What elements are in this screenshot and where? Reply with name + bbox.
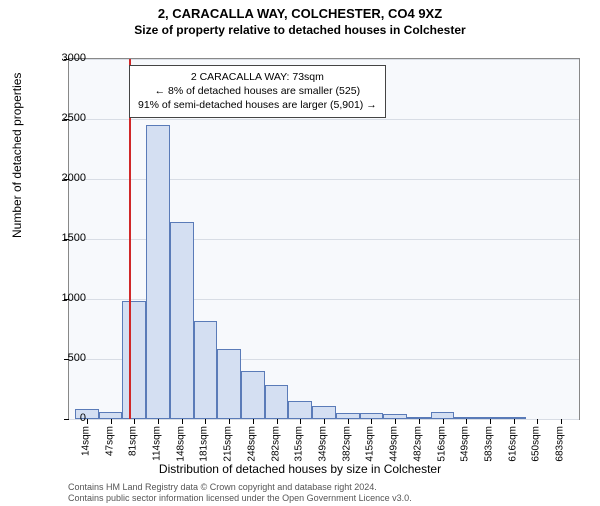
info-box-line: 2 CARACALLA WAY: 73sqm [138,70,377,84]
histogram-bar [241,371,265,419]
histogram-bar [170,222,194,419]
histogram-bar [146,125,170,419]
histogram-bar [217,349,241,419]
xtick-mark [348,419,349,424]
chart-title-main: 2, CARACALLA WAY, COLCHESTER, CO4 9XZ [0,6,600,21]
ytick-label: 0 [46,412,86,424]
xtick-mark [158,419,159,424]
chart-title-sub: Size of property relative to detached ho… [0,23,600,37]
attribution-line1: Contains HM Land Registry data © Crown c… [68,482,412,493]
gridline [69,119,579,120]
ytick-label: 500 [46,352,86,364]
gridline [69,59,579,60]
info-box-line: ← 8% of detached houses are smaller (525… [138,84,377,98]
xtick-mark [229,419,230,424]
xtick-label: 382sqm [341,426,352,462]
xtick-mark [300,419,301,424]
attribution-text: Contains HM Land Registry data © Crown c… [68,482,412,504]
ytick-label: 1000 [46,292,86,304]
histogram-bar [99,412,123,419]
xtick-label: 81sqm [128,426,139,456]
histogram-bar [194,321,218,419]
histogram-bar [431,412,455,419]
histogram-bar [265,385,289,419]
x-axis-label: Distribution of detached houses by size … [0,462,600,476]
ytick-label: 1500 [46,232,86,244]
xtick-label: 148sqm [175,426,186,462]
attribution-line2: Contains public sector information licen… [68,493,412,504]
ytick-label: 2000 [46,172,86,184]
xtick-mark [443,419,444,424]
histogram-bar [312,406,336,419]
xtick-mark [490,419,491,424]
xtick-mark [561,419,562,424]
xtick-label: 248sqm [246,426,257,462]
chart-plot-area: 2 CARACALLA WAY: 73sqm← 8% of detached h… [68,58,580,420]
histogram-bar [122,301,146,419]
xtick-label: 114sqm [152,426,163,461]
histogram-bar [288,401,312,419]
xtick-mark [419,419,420,424]
xtick-label: 282sqm [270,426,281,462]
xtick-label: 181sqm [199,426,210,462]
xtick-label: 516sqm [436,426,447,462]
xtick-label: 549sqm [460,426,471,462]
xtick-label: 215sqm [223,426,234,462]
ytick-label: 2500 [46,112,86,124]
y-axis-label: Number of detached properties [10,73,24,238]
xtick-mark [371,419,372,424]
xtick-label: 14sqm [80,426,91,456]
xtick-label: 415sqm [365,426,376,462]
xtick-label: 482sqm [412,426,423,462]
xtick-mark [466,419,467,424]
xtick-mark [324,419,325,424]
xtick-mark [537,419,538,424]
xtick-mark [111,419,112,424]
xtick-label: 315sqm [294,426,305,462]
xtick-mark [87,419,88,424]
xtick-label: 616sqm [507,426,518,462]
xtick-mark [205,419,206,424]
ytick-label: 3000 [46,52,86,64]
xtick-label: 583sqm [484,426,495,462]
xtick-label: 47sqm [104,426,115,456]
xtick-label: 683sqm [555,426,566,462]
xtick-mark [253,419,254,424]
xtick-mark [134,419,135,424]
xtick-mark [514,419,515,424]
info-box: 2 CARACALLA WAY: 73sqm← 8% of detached h… [129,65,386,118]
xtick-mark [395,419,396,424]
xtick-mark [277,419,278,424]
xtick-mark [182,419,183,424]
xtick-label: 650sqm [531,426,542,462]
info-box-line: 91% of semi-detached houses are larger (… [138,98,377,112]
xtick-label: 449sqm [389,426,400,462]
xtick-label: 349sqm [318,426,329,462]
